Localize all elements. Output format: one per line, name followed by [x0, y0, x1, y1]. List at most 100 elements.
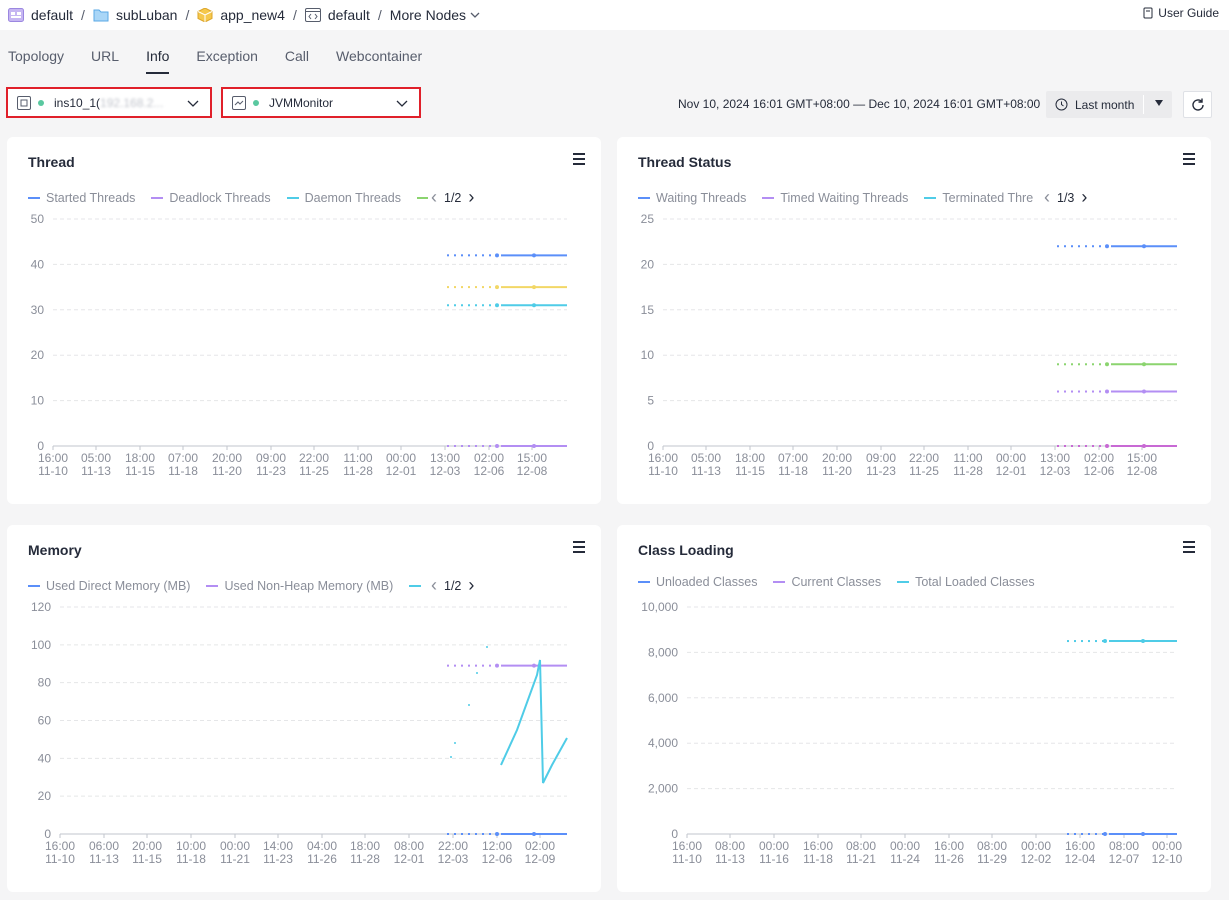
data-point: [447, 286, 449, 289]
data-point: [495, 832, 499, 836]
y-tick-label: 30: [31, 303, 45, 317]
data-point: [468, 833, 470, 835]
chart-title: Class Loading: [638, 542, 734, 558]
x-tick-label: 11-15: [132, 852, 162, 866]
legend-item[interactable]: Terminated Thre: [924, 191, 1033, 205]
x-tick-label: 11-26: [934, 852, 964, 866]
x-tick-label: 00:00: [1021, 839, 1051, 853]
breadcrumb-item-workspace[interactable]: default: [31, 7, 74, 23]
x-tick-label: 10:00: [176, 839, 206, 853]
legend-item[interactable]: Deadlock Threads: [151, 191, 271, 205]
x-tick-label: 11-23: [263, 852, 293, 866]
y-tick-label: 120: [31, 600, 51, 614]
data-point: [1078, 363, 1080, 366]
workspace-icon: [8, 8, 24, 22]
instance-select[interactable]: ins10_1(192.168.2...: [6, 87, 212, 118]
legend-item[interactable]: Timed Waiting Threads: [762, 191, 908, 205]
breadcrumb-item-project[interactable]: subLuban: [115, 7, 178, 23]
refresh-icon: [1191, 98, 1204, 111]
clock-icon: [1055, 98, 1068, 111]
chevron-left-icon[interactable]: ‹: [1044, 187, 1050, 207]
status-dot: [253, 99, 259, 106]
x-tick-label: 16:00: [1065, 839, 1095, 853]
data-point: [468, 664, 470, 667]
y-tick-label: 20: [31, 348, 45, 362]
breadcrumb-separator: /: [292, 7, 297, 23]
legend-label: Terminated Thre: [942, 190, 1034, 205]
breadcrumb-item-application[interactable]: app_new4: [220, 7, 285, 23]
data-point: [1099, 245, 1101, 248]
book-icon: [1143, 7, 1153, 19]
chevron-left-icon[interactable]: ‹: [431, 187, 437, 207]
x-tick-label: 18:00: [125, 451, 155, 465]
x-tick-label: 12-08: [517, 464, 548, 478]
user-guide-link[interactable]: User Guide: [1142, 6, 1219, 20]
x-tick-label: 00:00: [1152, 839, 1182, 853]
data-point: [1085, 363, 1087, 366]
legend-item[interactable]: [409, 579, 427, 593]
x-tick-label: 07:00: [778, 451, 808, 465]
tab-exception[interactable]: Exception: [196, 48, 258, 64]
tab-topology[interactable]: Topology: [8, 48, 65, 64]
y-tick-label: 25: [641, 212, 655, 226]
x-tick-label: 12-03: [438, 852, 469, 866]
chart-title: Thread Status: [638, 154, 732, 170]
data-point: [489, 286, 491, 289]
data-point: [1064, 363, 1066, 366]
legend-item[interactable]: Current Classes: [773, 575, 881, 589]
chevron-right-icon[interactable]: ›: [1081, 187, 1088, 207]
data-point: [1092, 390, 1094, 393]
data-point: [476, 672, 478, 674]
chevron-left-icon[interactable]: ‹: [431, 575, 437, 595]
data-point: [1092, 245, 1094, 248]
x-tick-label: 00:00: [759, 839, 789, 853]
x-tick-label: 12:00: [482, 839, 512, 853]
x-tick-label: 11-29: [977, 852, 1007, 866]
data-point: [532, 303, 536, 308]
data-point: [1085, 445, 1087, 447]
menu-icon[interactable]: [1183, 541, 1195, 553]
caret-down-icon[interactable]: [1155, 100, 1163, 106]
data-point: [532, 285, 536, 290]
data-point: [1064, 245, 1066, 248]
tab-webcontainer[interactable]: Webcontainer: [336, 48, 423, 64]
menu-icon[interactable]: [573, 541, 585, 553]
tab-call[interactable]: Call: [284, 48, 310, 64]
tab-info[interactable]: Info: [146, 40, 170, 74]
data-point: [495, 663, 499, 668]
x-tick-label: 11-18: [176, 852, 206, 866]
chevron-right-icon[interactable]: ›: [468, 187, 475, 207]
menu-icon[interactable]: [1183, 153, 1195, 165]
y-tick-label: 15: [641, 303, 655, 317]
data-point: [1064, 390, 1066, 393]
legend-item[interactable]: Started Threads: [28, 191, 135, 205]
legend-item[interactable]: Total Loaded Classes: [897, 575, 1035, 589]
more-nodes-dropdown[interactable]: More Nodes: [390, 7, 481, 23]
x-tick-label: 11-28: [953, 464, 983, 478]
data-point: [1081, 640, 1083, 643]
menu-icon[interactable]: [573, 153, 585, 165]
data-point: [454, 254, 456, 257]
legend-item[interactable]: Unloaded Classes: [638, 575, 757, 589]
monitor-select[interactable]: JVMMonitor: [221, 87, 421, 118]
x-tick-label: 00:00: [220, 839, 250, 853]
tab-url[interactable]: URL: [91, 48, 120, 64]
period-select[interactable]: Last month: [1046, 91, 1172, 118]
legend-pager: ‹ 1/2 ›: [426, 187, 479, 208]
legend-item[interactable]: Waiting Threads: [638, 191, 746, 205]
data-point: [447, 445, 449, 447]
legend-item[interactable]: [416, 191, 428, 205]
code-window-icon: [304, 8, 321, 22]
breadcrumb: default / subLuban / app_new4 / default …: [8, 7, 481, 23]
data-point: [1071, 390, 1073, 393]
breadcrumb-item-environment[interactable]: default: [327, 7, 370, 23]
legend-item[interactable]: Used Direct Memory (MB): [28, 579, 190, 593]
y-tick-label: 0: [671, 827, 678, 841]
refresh-button[interactable]: [1183, 91, 1212, 118]
x-tick-label: 11-23: [256, 464, 286, 478]
legend-item[interactable]: Used Non-Heap Memory (MB): [206, 579, 393, 593]
legend-swatch: [638, 196, 650, 199]
chevron-right-icon[interactable]: ›: [468, 575, 475, 595]
breadcrumb-separator: /: [185, 7, 190, 23]
legend-item[interactable]: Daemon Threads: [286, 191, 401, 205]
